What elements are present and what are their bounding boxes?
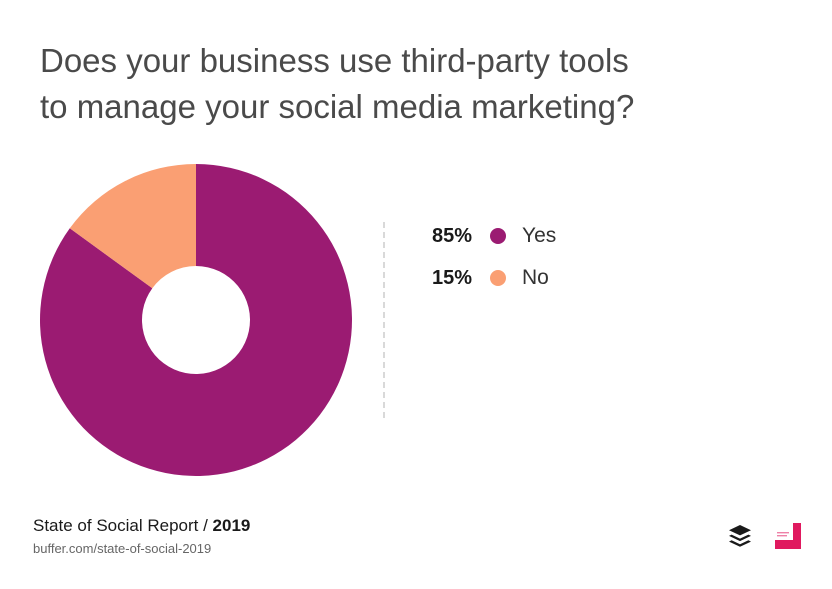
legend-label-yes: Yes xyxy=(522,224,557,247)
chart-title-line-1: Does your business use third-party tools xyxy=(40,42,629,79)
footer-report-title: State of Social Report / 2019 xyxy=(33,516,250,536)
legend-swatch-no xyxy=(490,270,506,286)
chart-title: Does your business use third-party tools… xyxy=(40,38,760,130)
legend-item-yes: 85% Yes xyxy=(432,222,556,250)
legend-label-no: No xyxy=(522,266,549,289)
legend-value-yes: 85% xyxy=(432,224,473,247)
legend-swatch-yes xyxy=(490,228,506,244)
legend-divider xyxy=(383,222,385,418)
buffer-logo-icon xyxy=(729,525,751,547)
footer-report-year: 2019 xyxy=(212,516,251,535)
legend: 85% Yes 15% No xyxy=(432,222,556,306)
legend-value-no: 15% xyxy=(432,266,473,289)
legend-item-no: 15% No xyxy=(432,264,556,292)
donut-slice-yes xyxy=(40,164,353,476)
footer-report-name: State of Social Report / xyxy=(33,516,213,535)
chart-title-line-2: to manage your social media marketing? xyxy=(40,88,635,125)
social-brand-logo-icon xyxy=(775,523,801,549)
footer-url: buffer.com/state-of-social-2019 xyxy=(33,541,212,556)
donut-chart xyxy=(40,164,353,476)
donut-slice-no xyxy=(69,164,196,289)
